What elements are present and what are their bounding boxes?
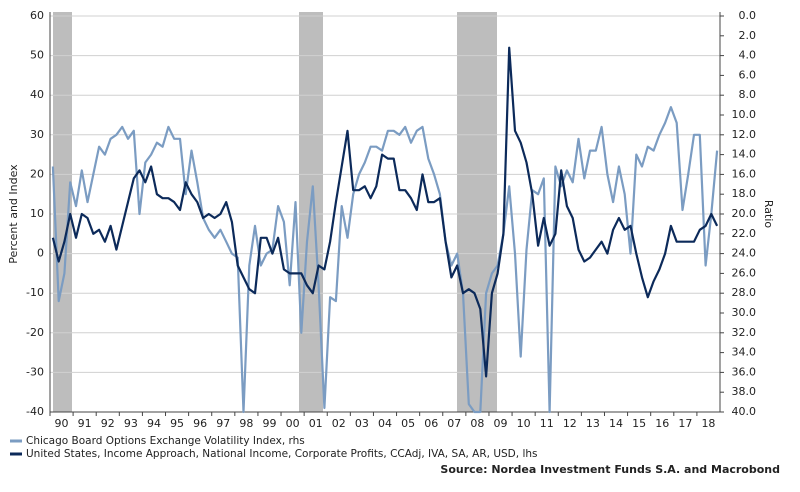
y2-tick-label: 10.0 (732, 108, 757, 121)
x-tick-label: 97 (216, 417, 230, 430)
x-tick-label: 00 (286, 417, 300, 430)
x-tick-label: 06 (424, 417, 438, 430)
legend-label: United States, Income Approach, National… (26, 448, 538, 460)
y2-tick-label: 4.0 (739, 49, 757, 62)
recession-band (53, 12, 72, 412)
y-tick-label: 60 (30, 9, 44, 22)
x-tick-label: 04 (378, 417, 392, 430)
x-tick-label: 18 (701, 417, 715, 430)
x-tick-label: 12 (563, 417, 577, 430)
x-tick-label: 02 (332, 417, 346, 430)
recession-band (457, 12, 497, 412)
y2-tick-label: 2.0 (739, 29, 757, 42)
y2-tick-label: 12.0 (732, 128, 757, 141)
x-tick-label: 99 (262, 417, 276, 430)
y2-tick-label: 20.0 (732, 207, 757, 220)
x-tick-label: 93 (124, 417, 138, 430)
y2-tick-label: 0.0 (739, 9, 757, 22)
y-tick-label: -20 (26, 326, 44, 339)
x-tick-label: 92 (101, 417, 115, 430)
x-tick-label: 95 (170, 417, 184, 430)
x-tick-label: 13 (586, 417, 600, 430)
y2-tick-label: 14.0 (732, 148, 757, 161)
x-tick-label: 05 (401, 417, 415, 430)
x-tick-label: 91 (78, 417, 92, 430)
y2-tick-label: 6.0 (739, 68, 757, 81)
x-tick-label: 16 (655, 417, 669, 430)
y2-tick-label: 36.0 (732, 365, 757, 378)
y-tick-label: -10 (26, 286, 44, 299)
x-tick-label: 09 (494, 417, 508, 430)
x-tick-label: 03 (355, 417, 369, 430)
y2-tick-label: 30.0 (732, 306, 757, 319)
y2-tick-label: 8.0 (739, 88, 757, 101)
y2-tick-label: 24.0 (732, 247, 757, 260)
y2-tick-label: 28.0 (732, 286, 757, 299)
y2-axis-label: Ratio (762, 200, 775, 229)
y-tick-label: -40 (26, 405, 44, 418)
y2-tick-label: 34.0 (732, 346, 757, 359)
y2-tick-label: 22.0 (732, 227, 757, 240)
series-line (51, 46, 719, 378)
x-tick-label: 10 (517, 417, 531, 430)
y2-tick-label: 26.0 (732, 266, 757, 279)
x-tick-label: 11 (540, 417, 554, 430)
y-axis-label: Percent and Index (7, 164, 20, 264)
y-tick-label: 50 (30, 49, 44, 62)
source: Source: Nordea Investment Funds S.A. and… (440, 463, 780, 476)
legend-label: Chicago Board Options Exchange Volatilit… (26, 435, 305, 447)
y-tick-label: 10 (30, 207, 44, 220)
x-tick-label: 07 (447, 417, 461, 430)
x-tick-label: 01 (309, 417, 323, 430)
x-tick-label: 14 (609, 417, 623, 430)
x-tick-label: 90 (55, 417, 69, 430)
y-tick-label: 30 (30, 128, 44, 141)
series-line (51, 105, 719, 414)
x-tick-label: 96 (193, 417, 207, 430)
x-tick-label: 08 (470, 417, 484, 430)
y-tick-label: 40 (30, 88, 44, 101)
x-tick-label: 15 (632, 417, 646, 430)
y2-tick-label: 32.0 (732, 326, 757, 339)
y2-tick-label: 16.0 (732, 167, 757, 180)
y2-tick-label: 40.0 (732, 405, 757, 418)
x-tick-label: 94 (147, 417, 161, 430)
y2-tick-label: 38.0 (732, 385, 757, 398)
x-tick-label: 17 (678, 417, 692, 430)
y-tick-label: -30 (26, 365, 44, 378)
y-tick-label: 20 (30, 167, 44, 180)
y-tick-label: 0 (37, 247, 44, 260)
y2-tick-label: 18.0 (732, 187, 757, 200)
x-tick-label: 98 (239, 417, 253, 430)
